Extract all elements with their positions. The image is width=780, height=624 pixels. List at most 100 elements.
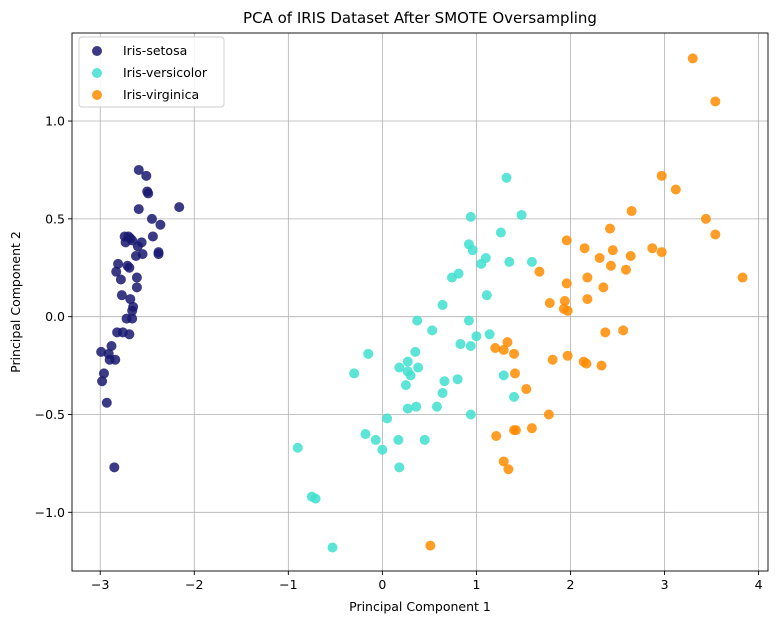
versicolor-point — [427, 325, 438, 336]
versicolor-point — [412, 315, 423, 326]
versicolor-point — [465, 341, 476, 352]
virginica-point — [503, 464, 514, 475]
virginica-point — [670, 184, 681, 195]
x-tick-label: −3 — [91, 577, 109, 592]
x-tick-label: 0 — [378, 577, 386, 592]
virginica-point — [647, 243, 658, 254]
versicolor-point — [377, 444, 388, 455]
virginica-point — [737, 272, 748, 283]
versicolor-point — [370, 434, 381, 445]
setosa-point — [106, 341, 117, 352]
virginica-point — [491, 431, 502, 442]
virginica-point — [582, 294, 593, 305]
virginica-point — [620, 264, 631, 275]
virginica-point — [510, 425, 521, 436]
setosa-point — [131, 282, 142, 293]
legend-marker-virginica — [92, 90, 102, 100]
versicolor-point — [292, 442, 303, 453]
virginica-point — [498, 344, 509, 355]
versicolor-point — [467, 245, 478, 256]
versicolor-point — [400, 380, 411, 391]
setosa-point — [146, 213, 157, 224]
virginica-point — [710, 229, 721, 240]
setosa-point — [130, 251, 141, 262]
versicolor-point — [526, 256, 537, 267]
x-tick-label: −1 — [279, 577, 297, 592]
versicolor-point — [437, 299, 448, 310]
virginica-point — [543, 409, 554, 420]
versicolor-point — [431, 401, 442, 412]
versicolor-point — [394, 362, 405, 373]
setosa-point — [124, 329, 135, 340]
axis-ticks: −3 −2 −1 0 1 2 3 4 −1.0 −0.5 0.0 0.5 1.0 — [35, 114, 763, 592]
x-tick-label: 2 — [567, 577, 575, 592]
virginica-point — [561, 278, 572, 289]
virginica-point — [626, 206, 637, 217]
setosa-point — [116, 290, 127, 301]
virginica-point — [594, 252, 605, 263]
versicolor-point — [476, 258, 487, 269]
setosa-point — [110, 354, 121, 365]
y-tick-label: −0.5 — [35, 407, 65, 422]
setosa-point — [125, 294, 136, 305]
virginica-point — [710, 96, 721, 107]
virginica-point — [579, 243, 590, 254]
setosa-point — [133, 164, 144, 175]
versicolor-point — [310, 493, 321, 504]
y-tick-label: −1.0 — [35, 505, 65, 520]
x-tick-label: 1 — [472, 577, 480, 592]
versicolor-point — [446, 272, 457, 283]
chart-title: PCA of IRIS Dataset After SMOTE Oversamp… — [243, 9, 597, 27]
setosa-point — [127, 305, 138, 316]
versicolor-point — [437, 387, 448, 398]
setosa-point — [174, 202, 185, 213]
x-tick-label: −2 — [185, 577, 203, 592]
versicolor-point — [327, 542, 338, 553]
versicolor-point — [382, 413, 393, 424]
virginica-point — [490, 342, 501, 353]
versicolor-point — [504, 256, 515, 267]
setosa-point — [97, 376, 108, 387]
setosa-point — [124, 262, 135, 273]
setosa-point — [143, 188, 154, 199]
virginica-point — [498, 456, 509, 467]
versicolor-point — [405, 370, 416, 381]
legend-box — [78, 36, 225, 108]
versicolor-point — [501, 172, 512, 183]
versicolor-point — [495, 227, 506, 238]
versicolor-point — [349, 368, 360, 379]
y-axis-label: Principal Component 2 — [8, 231, 23, 373]
plot-frame — [71, 32, 769, 572]
virginica-point — [521, 384, 532, 395]
legend: Iris-setosa Iris-versicolor Iris-virgini… — [78, 36, 225, 108]
setosa-point — [155, 219, 166, 230]
virginica-point — [544, 297, 555, 308]
versicolor-point — [463, 315, 474, 326]
virginica-point — [700, 213, 711, 224]
versicolor-point — [509, 391, 520, 402]
virginica-point — [656, 170, 667, 181]
setosa-point — [109, 462, 120, 473]
setosa-point — [133, 204, 144, 215]
versicolor-point — [484, 329, 495, 340]
virginica-point — [534, 266, 545, 277]
setosa-point — [115, 274, 126, 285]
setosa-point — [111, 266, 122, 277]
y-tick-label: 1.0 — [45, 114, 65, 129]
setosa-point — [131, 272, 142, 283]
versicolor-point — [363, 348, 374, 359]
virginica-point — [502, 337, 513, 348]
versicolor-point — [419, 434, 430, 445]
setosa-point — [127, 313, 138, 324]
virginica-point — [547, 354, 558, 365]
versicolor-point — [394, 462, 405, 473]
versicolor-point — [465, 409, 476, 420]
virginica-point — [604, 223, 615, 234]
legend-label-virginica: Iris-virginica — [123, 87, 199, 102]
y-tick-label: 0.0 — [45, 309, 65, 324]
virginica-point — [596, 360, 607, 371]
virginica-point — [605, 260, 616, 271]
virginica-point — [607, 245, 618, 256]
setosa-point — [98, 368, 109, 379]
setosa-point — [132, 241, 143, 252]
